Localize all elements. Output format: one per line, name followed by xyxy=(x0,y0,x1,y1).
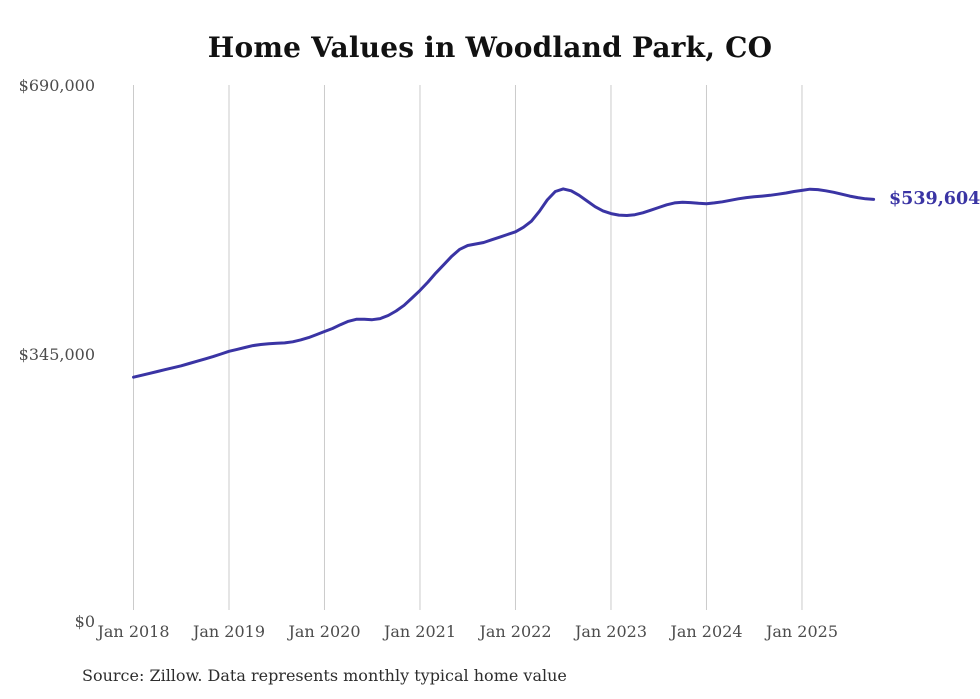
x-axis-label-jan-2020: Jan 2020 xyxy=(288,622,361,641)
y-axis-label-mid: $345,000 xyxy=(18,345,95,364)
y-axis-label-zero: $0 xyxy=(74,612,95,631)
latest-value-label: $539,604 xyxy=(889,188,980,209)
x-axis-label-jan-2025: Jan 2025 xyxy=(765,622,838,641)
x-axis-label-jan-2018: Jan 2018 xyxy=(97,622,170,641)
home-value-line xyxy=(132,187,876,379)
x-axis-label-jan-2019: Jan 2019 xyxy=(192,622,266,641)
x-axis-label-jan-2022: Jan 2022 xyxy=(479,622,552,641)
x-axis-label-jan-2024: Jan 2024 xyxy=(670,622,743,641)
y-axis-label-max: $690,000 xyxy=(18,76,95,95)
x-axis-label-jan-2023: Jan 2023 xyxy=(574,622,647,641)
source-note: Source: Zillow. Data represents monthly … xyxy=(82,666,567,685)
chart-title: Home Values in Woodland Park, CO xyxy=(207,31,773,64)
x-axis-label-jan-2021: Jan 2021 xyxy=(383,622,457,641)
